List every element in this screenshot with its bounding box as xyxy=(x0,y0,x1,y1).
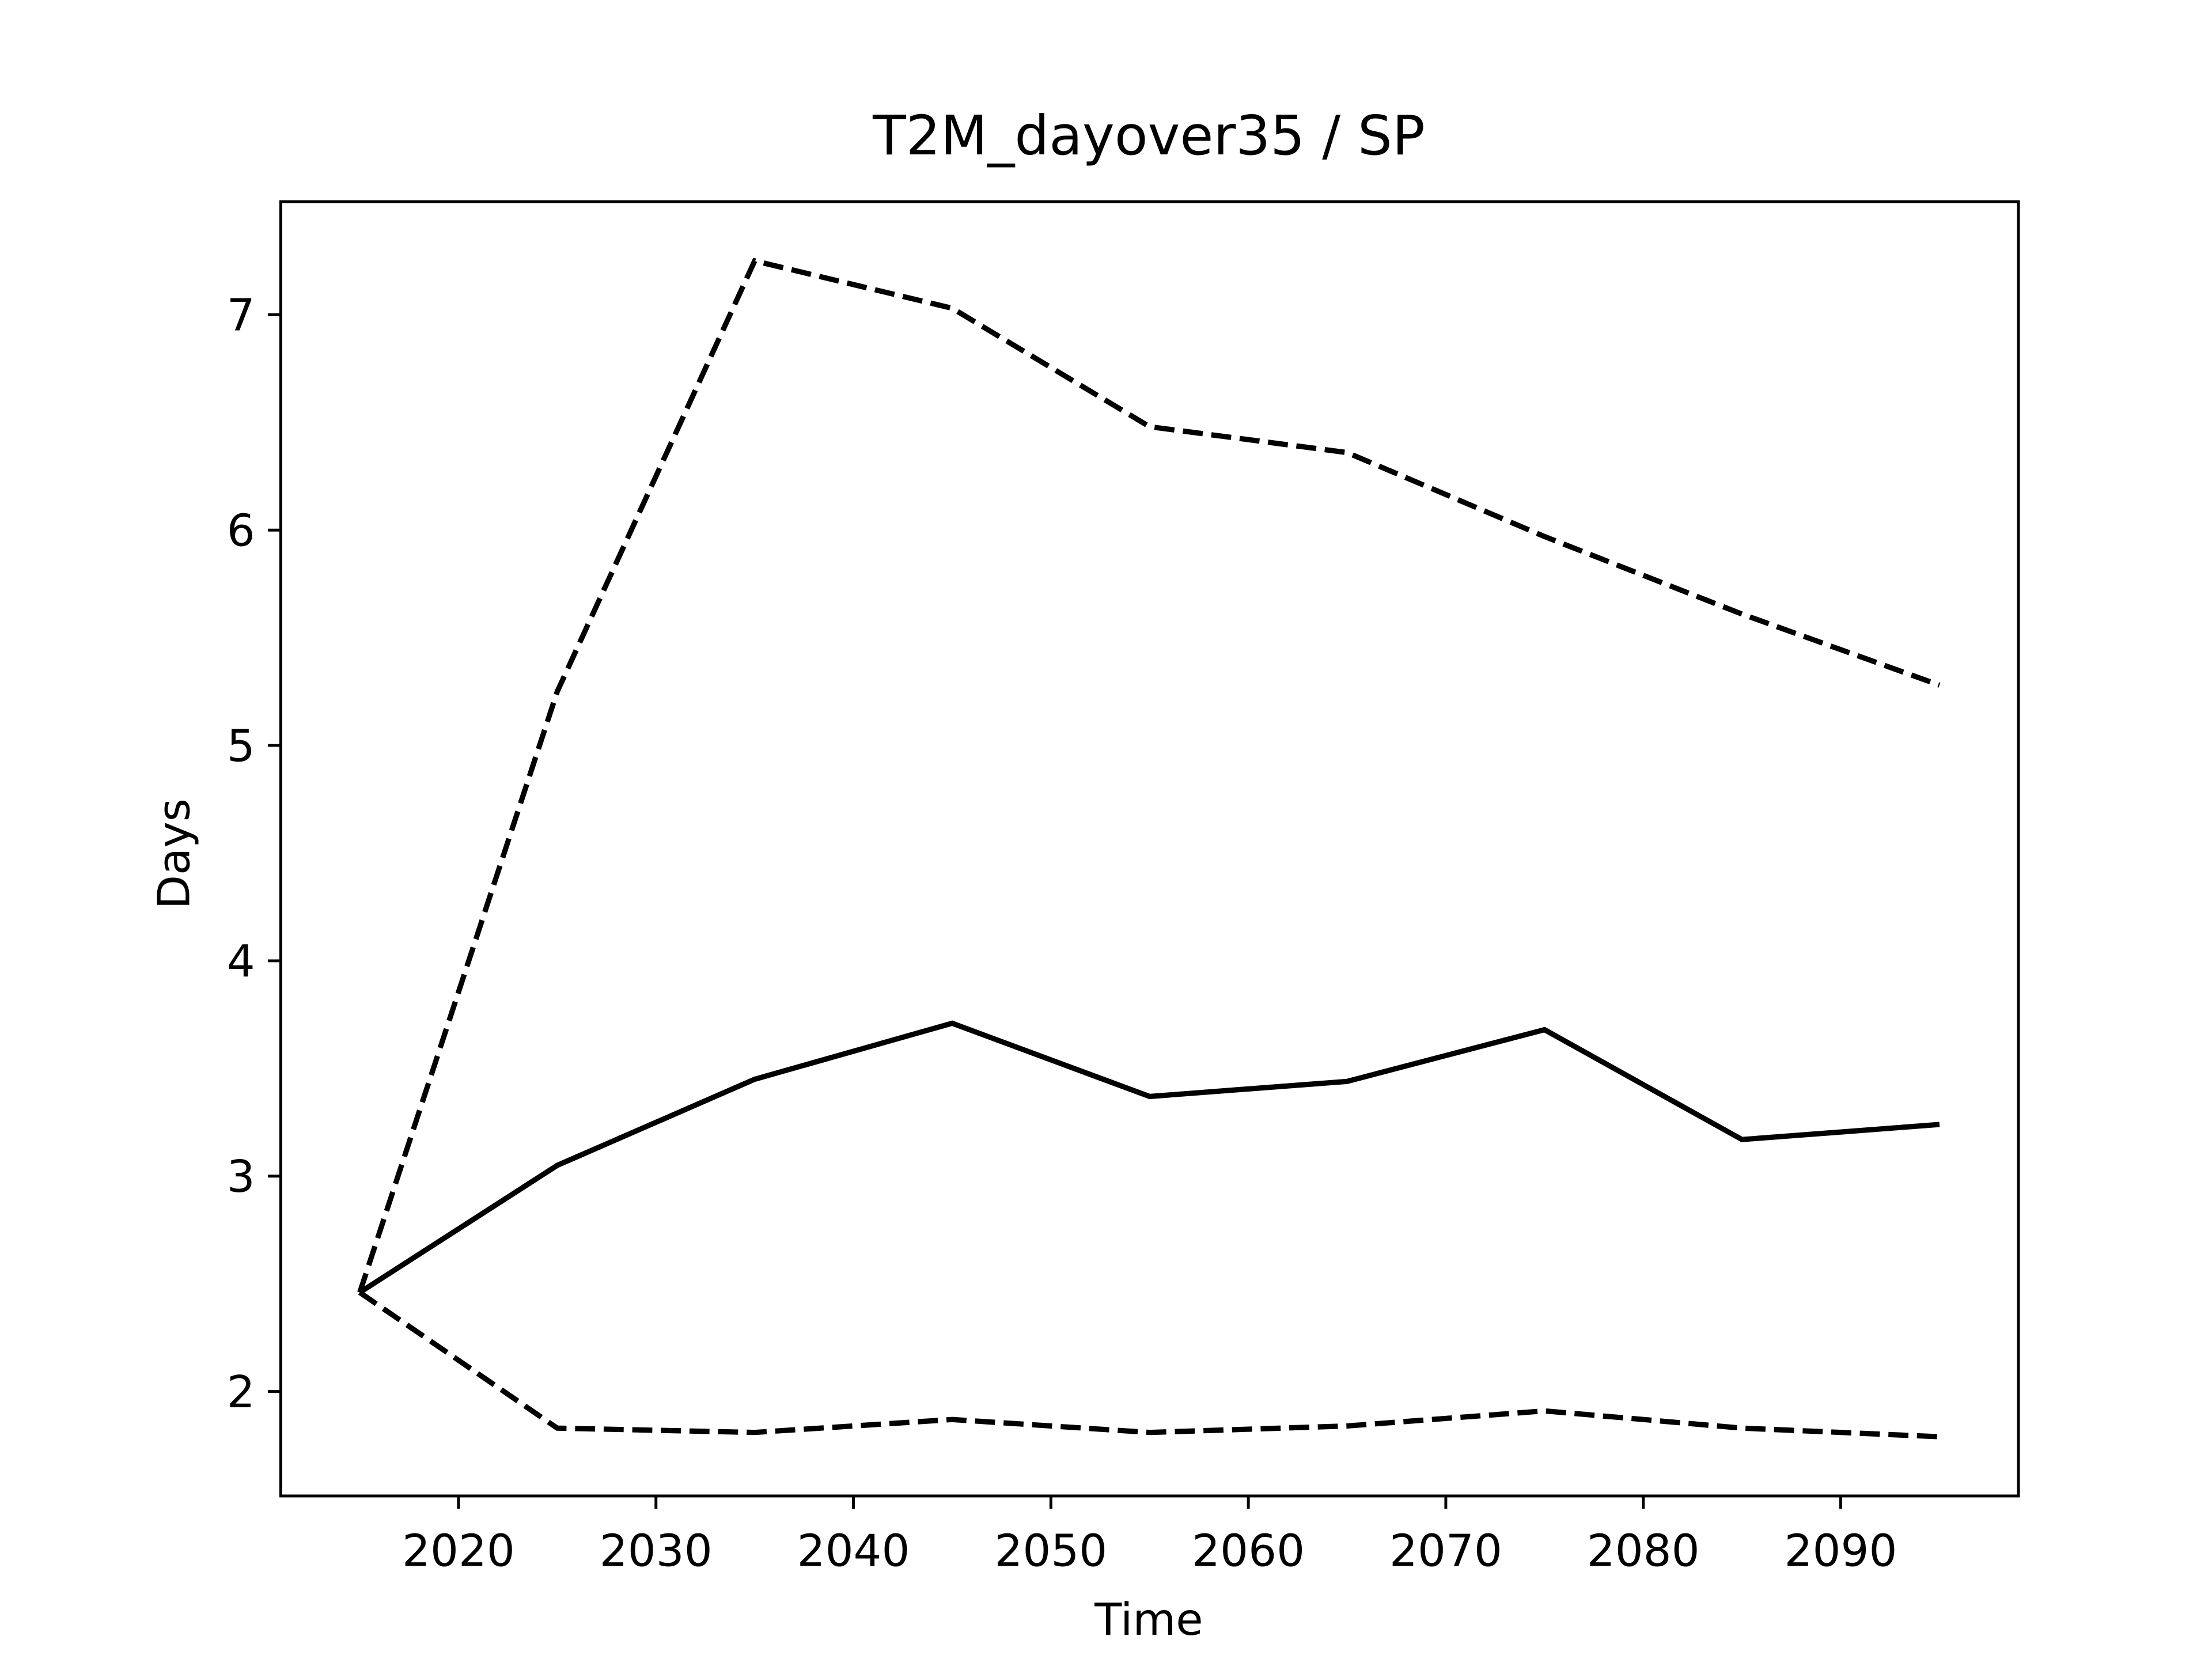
y-tick-label: 3 xyxy=(227,1152,255,1203)
y-tick-label: 7 xyxy=(227,290,255,342)
y-tick-label: 6 xyxy=(227,506,255,557)
x-tick-label: 2070 xyxy=(1389,1526,1502,1577)
x-tick-label: 2020 xyxy=(402,1526,515,1577)
x-tick-label: 2050 xyxy=(994,1526,1107,1577)
x-tick-label: 2040 xyxy=(797,1526,910,1577)
data-line xyxy=(357,257,1941,1294)
data-line xyxy=(358,1020,1940,1295)
x-tick-label: 2060 xyxy=(1192,1526,1305,1577)
y-tick-label: 5 xyxy=(227,721,255,772)
y-axis-label: Days xyxy=(149,798,200,909)
x-axis-label: Time xyxy=(1094,1594,1203,1646)
y-tick-label: 4 xyxy=(227,936,255,987)
x-tick-label: 2080 xyxy=(1587,1526,1700,1577)
x-tick-label: 2030 xyxy=(600,1526,713,1577)
chart-title: T2M_dayover35 / SP xyxy=(872,104,1425,168)
y-tick-label: 2 xyxy=(227,1367,255,1418)
x-tick-label: 2090 xyxy=(1785,1526,1897,1577)
plot-frame xyxy=(279,200,2020,1498)
data-line xyxy=(358,1290,1940,1440)
